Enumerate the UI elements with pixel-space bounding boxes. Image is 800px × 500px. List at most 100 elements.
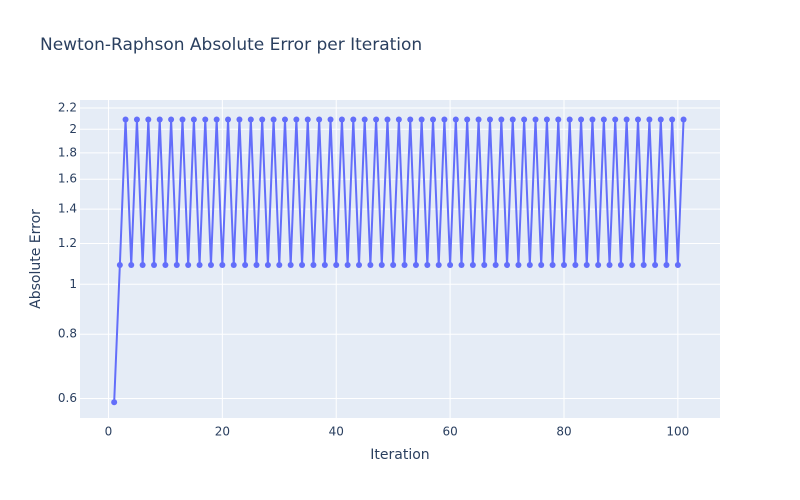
point bbox=[407, 116, 414, 123]
point bbox=[612, 116, 619, 123]
point bbox=[247, 116, 254, 123]
point bbox=[344, 262, 351, 269]
point bbox=[680, 116, 687, 123]
y-tick-label: 1.2 bbox=[58, 236, 77, 250]
point bbox=[566, 116, 573, 123]
point bbox=[469, 262, 476, 269]
point bbox=[162, 262, 169, 269]
point bbox=[657, 116, 664, 123]
point bbox=[492, 262, 499, 269]
point bbox=[156, 116, 163, 123]
point bbox=[276, 262, 283, 269]
point bbox=[185, 262, 192, 269]
point bbox=[225, 116, 232, 123]
point bbox=[424, 262, 431, 269]
x-tick-label: 20 bbox=[215, 425, 230, 439]
point bbox=[327, 116, 334, 123]
point bbox=[486, 116, 493, 123]
point bbox=[378, 262, 385, 269]
point bbox=[310, 262, 317, 269]
x-axis-title: Iteration bbox=[370, 447, 429, 463]
point bbox=[532, 116, 539, 123]
y-tick-label: 1.6 bbox=[58, 172, 77, 186]
point bbox=[526, 262, 533, 269]
point bbox=[589, 116, 596, 123]
point bbox=[196, 262, 203, 269]
point bbox=[464, 116, 471, 123]
point bbox=[207, 262, 214, 269]
point bbox=[663, 262, 670, 269]
y-tick-label: 2.2 bbox=[58, 100, 77, 114]
point bbox=[236, 116, 243, 123]
point bbox=[447, 262, 454, 269]
point bbox=[555, 116, 562, 123]
point bbox=[600, 116, 607, 123]
point bbox=[401, 262, 408, 269]
point bbox=[139, 262, 146, 269]
point bbox=[145, 116, 152, 123]
x-tick-label: 40 bbox=[329, 425, 344, 439]
point bbox=[595, 262, 602, 269]
point bbox=[264, 262, 271, 269]
point bbox=[350, 116, 357, 123]
point bbox=[356, 262, 363, 269]
point bbox=[270, 116, 277, 123]
point bbox=[646, 116, 653, 123]
point bbox=[412, 262, 419, 269]
point bbox=[122, 116, 129, 123]
point bbox=[111, 399, 118, 406]
point bbox=[669, 116, 676, 123]
y-axis-title: Absolute Error bbox=[28, 209, 44, 309]
y-tick-label: 1.4 bbox=[58, 202, 77, 216]
marks bbox=[111, 116, 687, 406]
point bbox=[333, 262, 340, 269]
point bbox=[452, 116, 459, 123]
point bbox=[435, 262, 442, 269]
point bbox=[202, 116, 209, 123]
point bbox=[538, 262, 545, 269]
point bbox=[116, 262, 123, 269]
point bbox=[304, 116, 311, 123]
point bbox=[321, 262, 328, 269]
point bbox=[338, 116, 345, 123]
point bbox=[128, 262, 135, 269]
point bbox=[361, 116, 368, 123]
point bbox=[572, 262, 579, 269]
y-tick-label: 0.8 bbox=[58, 327, 77, 341]
point bbox=[674, 262, 681, 269]
point bbox=[509, 116, 516, 123]
point bbox=[299, 262, 306, 269]
point bbox=[373, 116, 380, 123]
chart-title: Newton-Raphson Absolute Error per Iterat… bbox=[40, 35, 422, 55]
point bbox=[481, 262, 488, 269]
point bbox=[179, 116, 186, 123]
point bbox=[173, 262, 180, 269]
point bbox=[316, 116, 323, 123]
point bbox=[640, 262, 647, 269]
x-tick-label: 60 bbox=[442, 425, 457, 439]
point bbox=[219, 262, 226, 269]
point bbox=[390, 262, 397, 269]
point bbox=[151, 262, 158, 269]
point bbox=[578, 116, 585, 123]
point bbox=[560, 262, 567, 269]
point bbox=[549, 262, 556, 269]
point bbox=[384, 116, 391, 123]
point bbox=[287, 262, 294, 269]
point bbox=[617, 262, 624, 269]
point bbox=[395, 116, 402, 123]
point bbox=[133, 116, 140, 123]
point bbox=[583, 262, 590, 269]
point bbox=[623, 116, 630, 123]
point bbox=[543, 116, 550, 123]
point bbox=[458, 262, 465, 269]
point bbox=[367, 262, 374, 269]
y-tick-label: 1.8 bbox=[58, 145, 77, 159]
x-tick-label: 0 bbox=[105, 425, 113, 439]
point bbox=[521, 116, 528, 123]
point bbox=[259, 116, 266, 123]
point bbox=[253, 262, 260, 269]
point bbox=[475, 116, 482, 123]
point bbox=[498, 116, 505, 123]
